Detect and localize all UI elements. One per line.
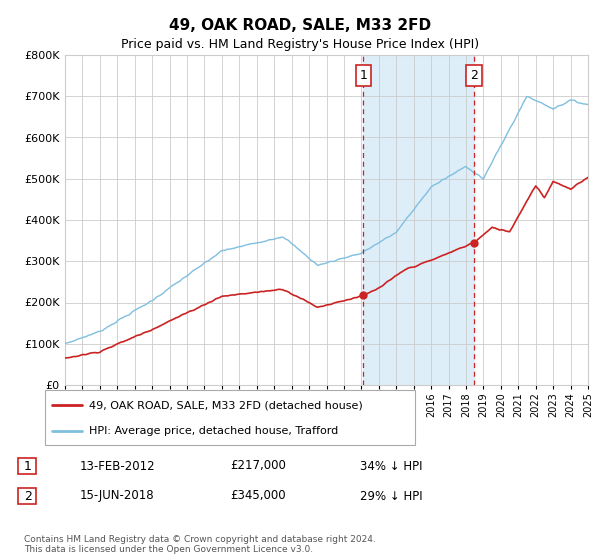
- Text: 2: 2: [470, 69, 478, 82]
- Text: £217,000: £217,000: [230, 460, 286, 473]
- Text: 2: 2: [24, 489, 32, 502]
- Text: 49, OAK ROAD, SALE, M33 2FD (detached house): 49, OAK ROAD, SALE, M33 2FD (detached ho…: [89, 400, 363, 410]
- FancyBboxPatch shape: [18, 488, 36, 504]
- Text: Contains HM Land Registry data © Crown copyright and database right 2024.
This d: Contains HM Land Registry data © Crown c…: [24, 535, 376, 554]
- Bar: [364, 55, 474, 385]
- Text: 13-FEB-2012: 13-FEB-2012: [80, 460, 155, 473]
- Text: Price paid vs. HM Land Registry's House Price Index (HPI): Price paid vs. HM Land Registry's House …: [121, 38, 479, 51]
- Text: 1: 1: [359, 69, 367, 82]
- Text: 15-JUN-2018: 15-JUN-2018: [80, 489, 155, 502]
- Text: HPI: Average price, detached house, Trafford: HPI: Average price, detached house, Traf…: [89, 426, 338, 436]
- Text: 49, OAK ROAD, SALE, M33 2FD: 49, OAK ROAD, SALE, M33 2FD: [169, 18, 431, 33]
- Text: £345,000: £345,000: [230, 489, 286, 502]
- FancyBboxPatch shape: [18, 458, 36, 474]
- Text: 1: 1: [24, 460, 32, 473]
- Text: 29% ↓ HPI: 29% ↓ HPI: [360, 489, 422, 502]
- Text: 34% ↓ HPI: 34% ↓ HPI: [360, 460, 422, 473]
